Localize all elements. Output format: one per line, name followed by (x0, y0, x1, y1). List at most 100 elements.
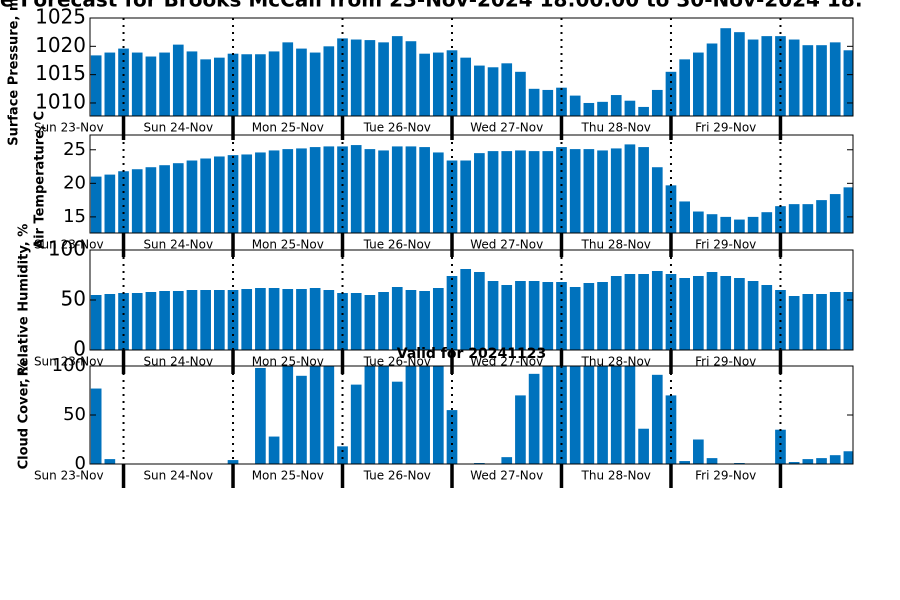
bar (474, 272, 485, 350)
bar (200, 290, 211, 350)
bar (145, 292, 157, 350)
bar (651, 167, 663, 233)
bar (583, 366, 595, 464)
bar (378, 150, 389, 233)
bar (90, 388, 102, 464)
x-tick-label: Wed 27-Nov (470, 469, 543, 483)
bar (761, 212, 773, 233)
bar (268, 150, 280, 233)
bar (583, 283, 595, 350)
bar (131, 52, 143, 116)
bar (556, 282, 567, 350)
bar (542, 366, 554, 464)
bar (323, 290, 335, 350)
x-tick-label: Tue 26-Nov (363, 238, 431, 252)
bar (624, 274, 636, 350)
bar (296, 375, 307, 464)
x-tick-label: Fri 29-Nov (695, 121, 756, 135)
panel-title: Valid for 20241123 (397, 346, 546, 362)
x-tick-label: Mon 25-Nov (252, 355, 324, 369)
bar (487, 67, 499, 116)
y-axis-label: Cloud Cover, % (17, 361, 32, 470)
bar (186, 160, 198, 233)
bar (391, 287, 403, 350)
bar (104, 52, 116, 116)
bar (501, 63, 513, 116)
bar (624, 100, 636, 116)
bar (734, 32, 745, 116)
bar (501, 285, 513, 350)
bar (364, 366, 376, 464)
bar (227, 53, 239, 116)
bar (268, 51, 280, 116)
bar (145, 56, 157, 116)
bar (542, 89, 554, 116)
bar (432, 288, 444, 350)
bar (241, 154, 253, 233)
bar (487, 281, 499, 350)
bar (350, 39, 362, 116)
x-tick-label: Sun 23-Nov (34, 469, 104, 483)
bar (569, 149, 581, 233)
y-tick-label: 1025 (35, 5, 86, 29)
plot-area (90, 144, 853, 233)
y-tick-label: 50 (63, 404, 86, 425)
bar (528, 281, 540, 350)
bar (309, 147, 321, 233)
bar (419, 147, 430, 233)
y-tick-label: 0 (73, 337, 86, 361)
bar (255, 54, 266, 116)
bar (350, 145, 362, 233)
bar (323, 146, 335, 233)
bar (350, 384, 362, 464)
bar (816, 294, 827, 350)
bar (378, 42, 389, 116)
x-tick-label: Fri 29-Nov (695, 238, 756, 252)
bar (829, 42, 841, 116)
bar (391, 146, 403, 233)
bar (350, 293, 362, 350)
bar (145, 167, 157, 233)
bar (213, 57, 225, 116)
bar (624, 366, 636, 464)
bar (405, 41, 417, 116)
bar (788, 39, 800, 116)
bar (528, 373, 540, 464)
bar (337, 38, 348, 116)
plot-area (90, 269, 853, 350)
bar (501, 151, 513, 233)
y-axis-label: Relative Humidity, % (17, 224, 32, 377)
bar (597, 101, 608, 116)
x-tick-label: Sun 23-Nov (34, 238, 104, 252)
bar (227, 460, 239, 464)
bar (104, 459, 116, 464)
bar (432, 152, 444, 233)
bar (788, 204, 800, 233)
bar (720, 216, 732, 233)
bar (227, 155, 239, 233)
x-tick-label: Tue 26-Nov (363, 121, 431, 135)
bar (528, 88, 540, 116)
bar (364, 149, 376, 233)
x-tick-label: Thu 28-Nov (581, 469, 651, 483)
bar (720, 28, 732, 116)
bar (528, 151, 540, 233)
bar (829, 292, 841, 350)
bar (159, 52, 170, 116)
y-tick-label: 25 (63, 139, 86, 160)
bar (432, 366, 444, 464)
bar (364, 295, 376, 350)
bar (693, 52, 704, 116)
y-tick-label: 50 (61, 287, 86, 311)
x-tick-label: Thu 28-Nov (581, 355, 651, 369)
bar (569, 366, 581, 464)
bar (761, 285, 773, 350)
bar (323, 46, 335, 116)
y-tick-label: 1020 (35, 33, 86, 57)
bar (255, 152, 266, 233)
bar (309, 366, 321, 464)
bar (638, 106, 649, 116)
bar (679, 201, 690, 233)
bar (515, 150, 526, 233)
